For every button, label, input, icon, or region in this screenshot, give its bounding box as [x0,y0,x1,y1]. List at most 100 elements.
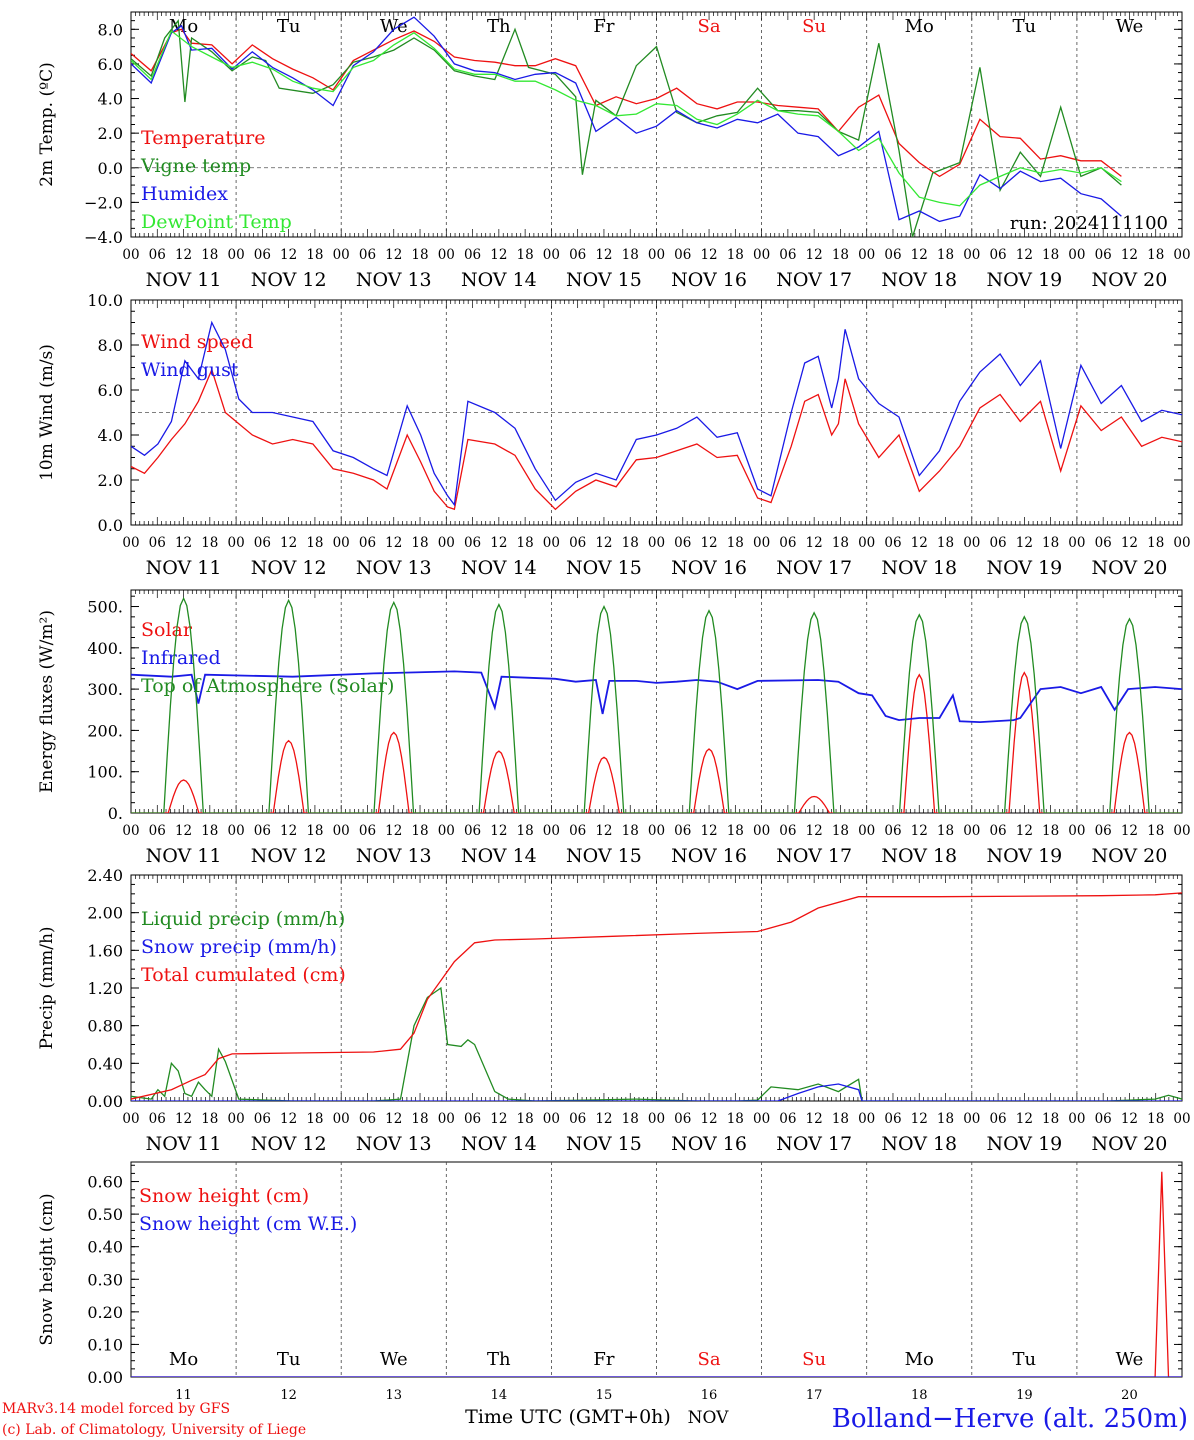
x-hour-label: 00 [122,247,139,263]
x-date-label: NOV 20 [1092,1133,1168,1155]
x-axis-title: Time UTC (GMT+0h) [465,1406,671,1428]
x-hour-label: 12 [595,823,612,839]
x-date-label: NOV 19 [986,1133,1062,1155]
x-hour-label: 18 [727,1111,744,1127]
x-hour-label: 00 [858,247,875,263]
x-hour-label: 00 [228,1111,245,1127]
panel-4: 2.40 2.00 1.60 1.20 0.80 0.40 0.00 Precip (mm/h… [37,866,1191,1155]
weekday-label: We [380,1349,408,1370]
legend-entry: Vigne temp [140,155,251,177]
y-tick-label: 300. [87,680,123,699]
x-date-label: NOV 14 [461,557,537,579]
x-hour-label: 12 [911,247,928,263]
x-date-label: NOV 13 [356,845,432,867]
x-hour-label: 00 [858,535,875,551]
y-tick-label: 6.0 [98,381,123,400]
legend-entry: DewPoint Temp [141,211,292,233]
x-date-label: NOV 16 [671,557,747,579]
y-tick-label: 2.00 [87,904,123,923]
x-hour-label: 12 [700,1111,717,1127]
x-hour-label: 12 [280,1111,297,1127]
x-hour-label: 12 [1121,535,1138,551]
series-line-snow-height-cm- [131,1171,1182,1377]
y-tick-label: 0.50 [87,1205,123,1224]
weekday-label: Fr [593,16,614,37]
weekday-label: Fr [593,1349,614,1370]
x-hour-label: 18 [201,1111,218,1127]
x-hour-label: 00 [228,535,245,551]
x-hour-label: 06 [359,1111,376,1127]
series-line-wind-gust [131,320,1182,507]
x-hour-label: 06 [149,535,166,551]
x-date-label: NOV 13 [356,557,432,579]
y-tick-label: 100. [87,763,123,782]
y-axis-label: Snow height (cm) [37,1193,57,1345]
x-hour-label: 12 [490,247,507,263]
x-hour-label: 18 [411,823,428,839]
x-date-label: NOV 11 [146,269,222,291]
x-date-label: NOV 20 [1092,557,1168,579]
y-tick-label: 0.30 [87,1270,123,1289]
y-tick-label: 4.0 [98,90,123,109]
x-hour-label: 00 [1068,823,1085,839]
y-tick-label: 0.00 [87,1368,123,1387]
x-hour-label: 18 [832,1111,849,1127]
x-hour-label: 12 [1121,247,1138,263]
x-hour-label: 06 [674,247,691,263]
x-hour-label: 12 [700,535,717,551]
day-number-label: 18 [911,1388,928,1403]
x-hour-label: 06 [464,823,481,839]
x-hour-label: 12 [700,823,717,839]
day-number-label: 19 [1016,1388,1033,1403]
month-label: NOV [688,1408,730,1428]
legend-entry: Total cumulated (cm) [141,964,346,986]
x-hour-label: 06 [674,823,691,839]
legend-entry: Infrared [141,647,221,669]
y-tick-label: 10.0 [87,291,123,310]
y-tick-label: 2.0 [98,124,123,143]
x-hour-label: 06 [569,535,586,551]
x-hour-label: 12 [385,823,402,839]
x-hour-label: 06 [779,535,796,551]
series-line-solar [131,671,1182,813]
x-hour-label: 12 [1121,823,1138,839]
x-hour-label: 18 [517,535,534,551]
x-hour-label: 12 [1016,535,1033,551]
x-hour-label: 12 [1016,823,1033,839]
x-hour-label: 12 [700,247,717,263]
x-hour-label: 06 [1095,823,1112,839]
x-hour-label: 12 [806,823,823,839]
weekday-label: Su [802,1349,826,1370]
x-hour-label: 06 [779,823,796,839]
series-line-top-of-atmosphere-solar- [131,596,1182,813]
x-hour-label: 18 [1042,535,1059,551]
x-hour-label: 18 [727,823,744,839]
x-hour-label: 06 [674,535,691,551]
x-date-label: NOV 11 [146,557,222,579]
series-line-dewpoint-temp [131,29,1122,207]
weekday-label: Sa [698,16,721,37]
x-hour-label: 00 [963,247,980,263]
x-hour-label: 06 [779,1111,796,1127]
x-hour-label: 00 [858,823,875,839]
x-date-label: NOV 18 [881,845,957,867]
x-hour-label: 00 [753,247,770,263]
y-tick-label: 2.0 [98,471,123,490]
day-number-label: 20 [1121,1388,1138,1403]
x-hour-label: 12 [1016,1111,1033,1127]
x-hour-label: 12 [595,1111,612,1127]
x-hour-label: 12 [595,535,612,551]
x-hour-label: 06 [989,535,1006,551]
x-hour-label: 00 [1068,1111,1085,1127]
legend-entry: Snow height (cm) [139,1185,309,1207]
x-date-label: NOV 16 [671,1133,747,1155]
x-hour-label: 00 [438,823,455,839]
y-tick-label: 400. [87,639,123,658]
x-hour-label: 00 [228,247,245,263]
series-line-vigne-temp [131,18,1122,237]
x-hour-label: 00 [858,1111,875,1127]
legend-entry: Snow precip (mm/h) [141,936,337,958]
series-line-total-cumulated-cm- [131,892,1182,1100]
x-hour-label: 06 [569,823,586,839]
